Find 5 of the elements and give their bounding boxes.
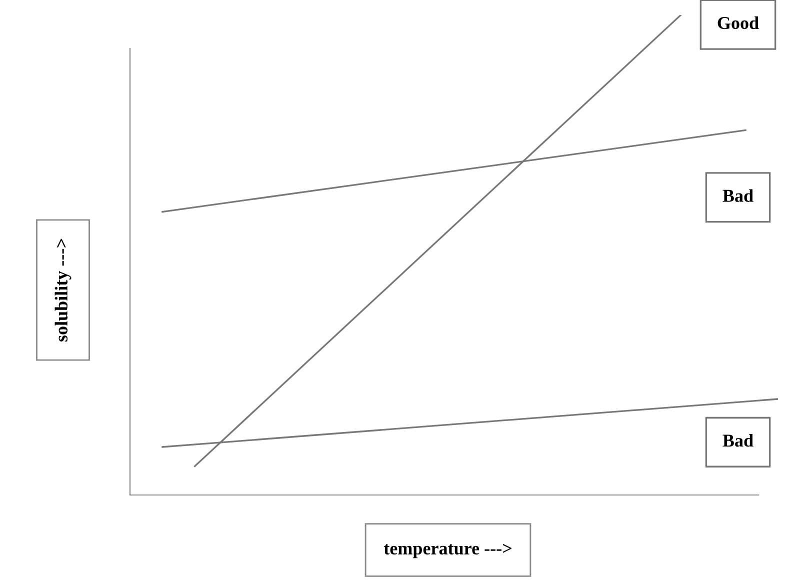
y-axis-title: solubility ---> <box>54 238 72 342</box>
series-label: Bad <box>722 434 754 447</box>
text: Good <box>718 16 759 30</box>
text: Bad <box>722 189 754 202</box>
x-axis-title: temperature ---> <box>384 544 512 558</box>
